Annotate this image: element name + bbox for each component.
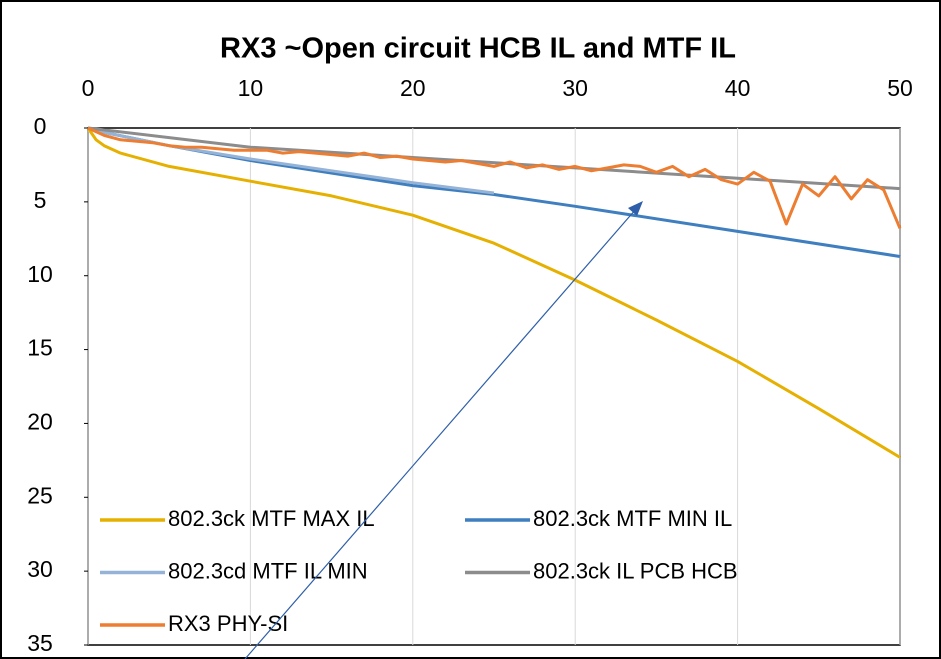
- annotation-arrow: [244, 208, 637, 659]
- legend-label: 802.3ck MTF MIN IL: [533, 506, 732, 531]
- y-tick-label: 30: [27, 556, 53, 582]
- y-tick-label: 20: [27, 409, 53, 435]
- labels: 0 10 20 30 40 50 0 5 10 15 20 25 30 35 802.3ck MTF MAX…: [27, 75, 913, 656]
- y-tick-label: 10: [27, 261, 53, 287]
- arrow-head: [628, 201, 643, 216]
- y-tick-label: 35: [27, 630, 53, 656]
- x-tick-label: 10: [238, 75, 264, 101]
- series-line: [87, 126, 902, 229]
- legend-label: 802.3ck MTF MAX IL: [168, 506, 375, 531]
- x-tick-label: 20: [400, 75, 426, 101]
- grid: [84, 127, 901, 646]
- y-tick-label: 0: [34, 113, 47, 139]
- legend-label: 802.3cd MTF IL MIN: [168, 558, 368, 583]
- x-tick-label: 50: [887, 75, 913, 101]
- y-tick-label: 25: [27, 482, 53, 508]
- legend-label: 802.3ck IL PCB HCB: [533, 558, 738, 583]
- x-tick-label: 30: [562, 75, 588, 101]
- x-tick-label: 40: [725, 75, 751, 101]
- series-line: [87, 126, 495, 195]
- plot-lines: [86, 126, 902, 459]
- chart-title: RX3 ~Open circuit HCB IL and MTF IL: [220, 33, 736, 65]
- x-tick-label: 0: [82, 75, 95, 101]
- y-tick-label: 5: [34, 187, 47, 213]
- series-line: [86, 127, 901, 459]
- y-tick-label: 15: [27, 335, 53, 361]
- legend-label: RX3 PHY-SI: [168, 611, 288, 636]
